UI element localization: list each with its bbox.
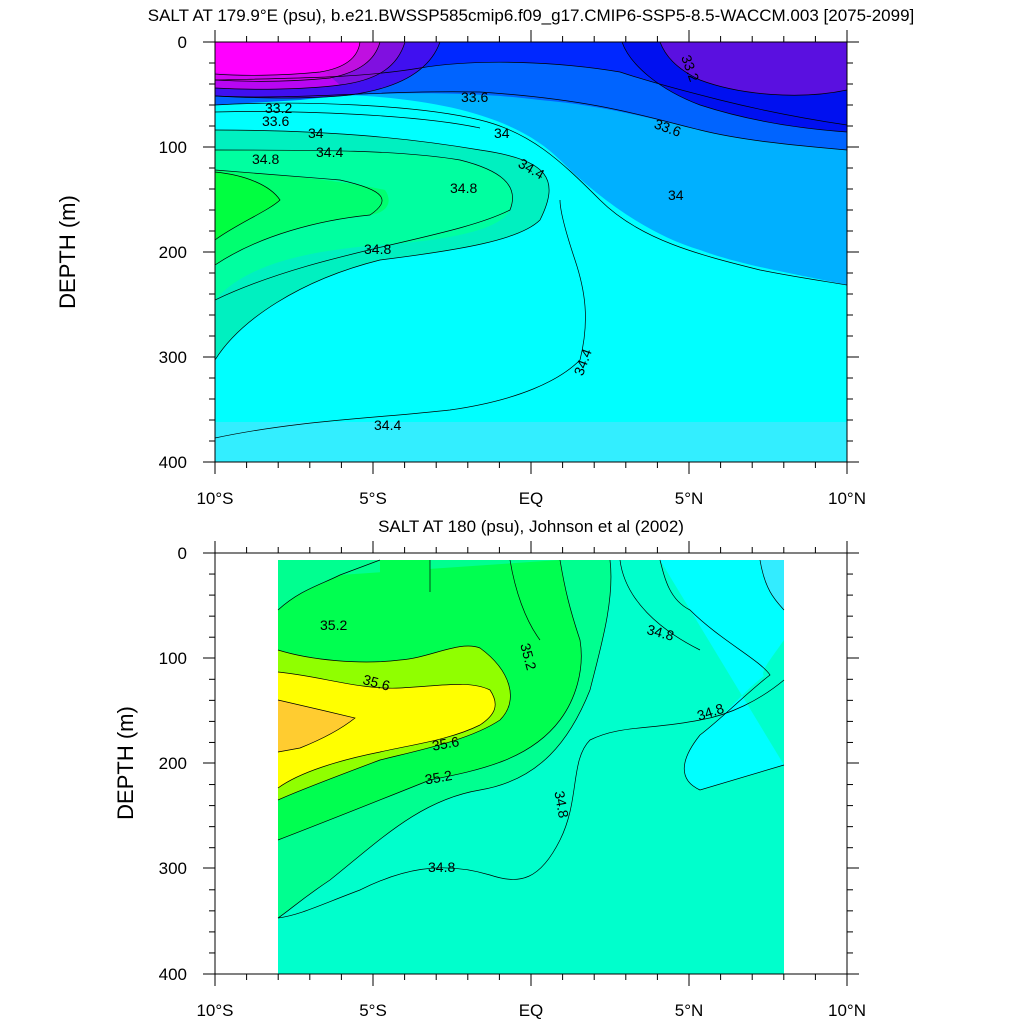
obs-label-35-6-a: 35.6 (361, 671, 392, 694)
model-contour-line-12 (215, 42, 406, 90)
obs-label-35-2-b: 35.2 (517, 641, 540, 672)
obs-label-34-8-a: 34.8 (645, 621, 676, 644)
obs-ytick-300: 300 (159, 859, 187, 878)
model-axis-ticks (203, 30, 859, 474)
obs-contour-lines (277, 559, 785, 919)
model-band-fresh-5 (215, 72, 340, 90)
model-xtick-5n: 5°N (675, 489, 704, 508)
obs-xtick-5s: 5°S (359, 1001, 387, 1020)
panel-model: SALT AT 179.9°E (psu), b.e21.BWSSP585cmi… (55, 6, 914, 508)
obs-ytick-200: 200 (159, 754, 187, 773)
model-contour-line-15 (215, 111, 481, 129)
model-contour-line-13 (215, 42, 381, 82)
model-y-ticks: 0 100 200 300 400 (159, 33, 187, 472)
obs-contour-fill (215, 553, 847, 974)
obs-xtick-10s: 10°S (196, 1001, 233, 1020)
model-label-34-8-a: 34.8 (252, 151, 279, 167)
obs-contour-labels: 35.2 35.2 35.2 35.6 35.6 34.8 34.8 34.8 … (320, 617, 726, 875)
model-x-ticks: 10°S 5°S EQ 5°N 10°N (196, 489, 866, 508)
model-label-34-a: 34 (308, 125, 324, 141)
obs-label-35-2-a: 35.2 (320, 617, 347, 633)
obs-ytick-100: 100 (159, 649, 187, 668)
model-ytick-100: 100 (159, 138, 187, 157)
obs-label-35-6-b: 35.6 (431, 733, 461, 754)
model-minor-ticks (209, 36, 853, 468)
model-label-34-8-c: 34.8 (364, 241, 391, 257)
model-contour-line-14 (215, 42, 361, 76)
model-contour-line-10 (659, 42, 847, 96)
obs-y-axis-label: DEPTH (m) (113, 706, 138, 820)
model-label-34-4-a: 34.4 (316, 144, 343, 160)
obs-contour-line-7 (659, 559, 785, 791)
model-contour-line-1 (215, 91, 847, 151)
obs-label-34-8-c: 34.8 (551, 790, 572, 820)
model-band-35-2 (215, 172, 280, 240)
model-contour-line-7 (215, 199, 586, 439)
obs-contour-line-9 (277, 679, 785, 919)
model-contour-lines (215, 42, 847, 439)
panel-observations: SALT AT 180 (psu), Johnson et al (2002) (113, 517, 866, 1020)
model-band-fresh-4 (215, 42, 360, 76)
model-xtick-5s: 5°S (359, 489, 387, 508)
obs-ytick-400: 400 (159, 965, 187, 984)
obs-xtick-5n: 5°N (675, 1001, 704, 1020)
model-label-33-2-a: 33.2 (265, 100, 292, 116)
model-ytick-0: 0 (178, 33, 187, 52)
model-ytick-200: 200 (159, 243, 187, 262)
model-label-33-6-b: 33.6 (461, 89, 488, 105)
model-label-34-8-b: 34.8 (450, 180, 477, 196)
obs-axis-ticks (203, 541, 859, 986)
obs-ytick-0: 0 (178, 544, 187, 563)
obs-contour-line-5 (277, 699, 356, 753)
obs-contour-line-6 (277, 559, 381, 611)
obs-minor-ticks (209, 547, 853, 980)
model-contour-line-4 (215, 149, 513, 301)
obs-band-34-4-north (660, 560, 784, 790)
model-label-34-4-d: 34.4 (374, 417, 401, 433)
model-xtick-10s: 10°S (196, 489, 233, 508)
obs-xtick-10n: 10°N (828, 1001, 866, 1020)
model-contour-line-5 (215, 169, 383, 266)
model-label-34-c: 34 (668, 187, 684, 203)
model-label-33-6-a: 33.6 (262, 113, 289, 129)
obs-y-ticks: 0 100 200 300 400 (159, 544, 187, 984)
model-y-axis-label: DEPTH (m) (55, 195, 80, 309)
obs-contour-line-2 (277, 559, 582, 841)
obs-contour-line-4 (277, 671, 496, 789)
obs-contour-line-1 (277, 559, 612, 919)
obs-contour-line-10 (619, 559, 701, 651)
model-contour-line-8 (215, 61, 847, 126)
model-contour-line-11 (215, 42, 441, 99)
model-contour-line-2 (215, 102, 847, 286)
obs-xtick-eq: EQ (519, 1001, 544, 1020)
obs-contour-line-12 (509, 559, 541, 641)
model-contour-line-6 (215, 171, 281, 241)
obs-band-35-2-top (380, 560, 430, 590)
model-xtick-eq: EQ (519, 489, 544, 508)
model-xtick-10n: 10°N (828, 489, 866, 508)
obs-label-35-2-c: 35.2 (424, 767, 454, 788)
obs-x-ticks: 10°S 5°S EQ 5°N 10°N (196, 1001, 866, 1020)
obs-band-36-0-core (278, 700, 355, 752)
model-ytick-300: 300 (159, 348, 187, 367)
obs-band-34-2-ne (760, 560, 784, 610)
model-ytick-400: 400 (159, 453, 187, 472)
obs-band-35-6 (278, 672, 496, 788)
model-contour-line-9 (621, 42, 847, 133)
model-band-violet (660, 42, 847, 96)
obs-contour-line-8 (759, 559, 785, 611)
chart-title-observations: SALT AT 180 (psu), Johnson et al (2002) (378, 517, 684, 536)
obs-contour-line-3 (277, 645, 511, 801)
model-contour-line-3 (215, 129, 550, 361)
model-contour-fill (215, 42, 847, 462)
chart-title-model: SALT AT 179.9°E (psu), b.e21.BWSSP585cmi… (148, 6, 915, 25)
obs-label-34-8-d: 34.8 (428, 859, 455, 875)
model-label-34-b: 34 (494, 125, 510, 141)
